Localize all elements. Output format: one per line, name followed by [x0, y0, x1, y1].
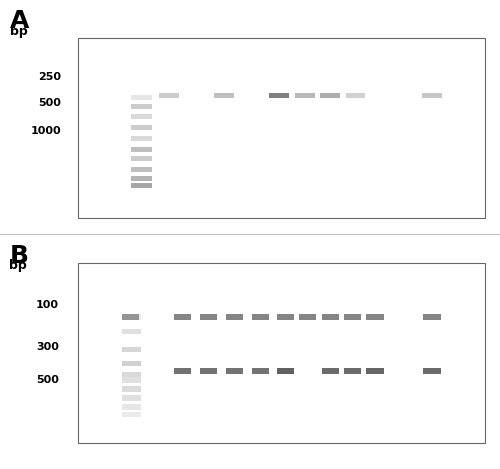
Bar — [299, 314, 316, 319]
Text: bp: bp — [10, 25, 28, 38]
Bar — [344, 368, 361, 374]
Text: 7: 7 — [378, 45, 384, 55]
Text: 6: 6 — [352, 45, 358, 55]
Bar — [277, 368, 294, 374]
Bar — [131, 104, 152, 109]
Bar — [424, 314, 440, 319]
Bar — [226, 368, 243, 374]
Bar — [322, 314, 338, 319]
Bar — [122, 377, 141, 383]
Bar — [131, 156, 152, 161]
Text: 6: 6 — [327, 270, 334, 280]
Text: P: P — [154, 270, 160, 280]
Text: A: A — [10, 9, 29, 33]
Text: 9: 9 — [428, 270, 436, 280]
Bar — [131, 114, 152, 120]
Bar — [122, 329, 141, 334]
Bar — [131, 167, 152, 172]
Text: bp: bp — [9, 259, 27, 272]
Bar — [174, 314, 191, 319]
Bar — [122, 347, 141, 352]
Text: 1: 1 — [221, 45, 228, 55]
Text: M: M — [126, 270, 135, 280]
Bar — [366, 314, 384, 319]
Text: C: C — [194, 45, 202, 55]
Bar — [252, 368, 268, 374]
Bar — [200, 314, 218, 319]
Bar — [344, 314, 361, 319]
Bar — [295, 93, 314, 98]
Bar — [214, 93, 234, 98]
Bar — [322, 368, 338, 374]
Bar — [270, 93, 289, 98]
Bar — [346, 93, 365, 98]
Bar — [122, 395, 141, 401]
Bar — [122, 314, 141, 319]
Bar — [122, 372, 141, 377]
Text: 5: 5 — [327, 45, 334, 55]
Text: 2: 2 — [231, 270, 237, 280]
Bar — [122, 314, 139, 319]
Bar — [131, 136, 152, 141]
Bar — [252, 314, 268, 319]
Bar — [122, 412, 141, 417]
Bar — [122, 404, 141, 410]
Text: 8: 8 — [372, 270, 378, 280]
Text: 8: 8 — [428, 45, 436, 55]
Bar — [226, 314, 243, 319]
Bar — [131, 147, 152, 152]
Text: 4: 4 — [282, 270, 288, 280]
Text: 2: 2 — [248, 45, 254, 55]
Text: 7: 7 — [349, 270, 356, 280]
Bar — [160, 93, 179, 98]
Text: C: C — [179, 270, 186, 280]
Text: 300: 300 — [36, 342, 59, 352]
Bar — [131, 183, 152, 188]
Text: 3: 3 — [256, 270, 264, 280]
Text: 3: 3 — [276, 45, 282, 55]
Text: 250: 250 — [38, 72, 61, 83]
Bar — [131, 176, 152, 181]
Text: 1: 1 — [206, 270, 212, 280]
Text: 5: 5 — [304, 270, 311, 280]
Bar — [424, 368, 440, 374]
Bar — [200, 368, 218, 374]
Text: M: M — [136, 45, 145, 55]
Bar — [366, 368, 384, 374]
Bar — [422, 93, 442, 98]
Bar — [320, 93, 340, 98]
Text: B: B — [10, 244, 29, 268]
Text: 500: 500 — [36, 375, 59, 385]
Bar — [122, 361, 141, 366]
Bar — [174, 368, 191, 374]
Bar — [131, 125, 152, 130]
Text: 500: 500 — [38, 98, 61, 108]
Text: 100: 100 — [36, 300, 59, 310]
Bar — [122, 386, 141, 392]
Text: 4: 4 — [302, 45, 308, 55]
Text: 1000: 1000 — [30, 126, 61, 136]
Bar — [277, 314, 294, 319]
Bar — [131, 95, 152, 99]
Text: P: P — [166, 45, 172, 55]
